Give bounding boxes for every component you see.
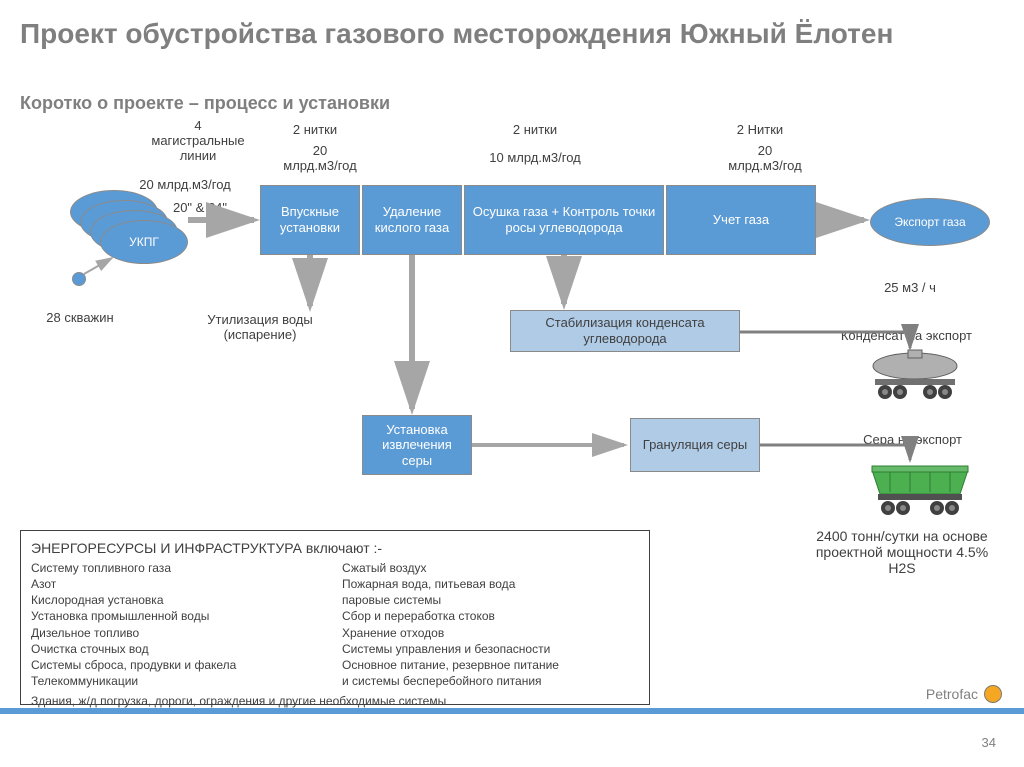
box-acid: Удаление кислого газа <box>362 185 462 255</box>
ukpg-node: УКПГ <box>100 220 188 264</box>
brand-text: Petrofac <box>926 686 978 702</box>
label-pipe: 20" & 24" <box>160 200 240 215</box>
page-number: 34 <box>982 735 996 750</box>
label-rate: 25 м3 / ч <box>850 280 970 295</box>
brand-icon <box>984 685 1002 703</box>
footer-line <box>0 708 1024 714</box>
label-t4a: 2 Нитки <box>720 122 800 137</box>
box-inlet: Впускные установки <box>260 185 360 255</box>
label-sulf-export: Сера на экспорт <box>802 432 962 447</box>
well-dot <box>72 272 86 286</box>
label-bottom-note: 2400 тонн/сутки на основе проектной мощн… <box>812 528 992 576</box>
label-cond-export: Конденсат на экспорт <box>802 328 972 343</box>
tank-railcar-icon <box>860 348 970 403</box>
box-dehydr: Осушка газа + Контроль точки росы углево… <box>464 185 664 255</box>
page-subtitle: Коротко о проекте – процесс и установки <box>20 93 390 114</box>
label-t3b: 10 млрд.м3/год <box>475 150 595 165</box>
info-title: ЭНЕРГОРЕСУРСЫ И ИНФРАСТРУКТУРА включают … <box>31 539 639 558</box>
green-railcar-icon <box>860 460 980 520</box>
label-t4b: 20 млрд.м3/год <box>720 143 810 173</box>
box-gran: Грануляция серы <box>630 418 760 472</box>
label-t2b: 20 млрд.м3/год <box>275 143 365 173</box>
label-cap: 20 млрд.м3/год <box>120 177 250 192</box>
box-stab: Стабилизация конденсата углеводорода <box>510 310 740 352</box>
label-water: Утилизация воды (испарение) <box>180 312 340 342</box>
label-mag-lines: 4 магистральные линии <box>148 118 248 163</box>
label-t2a: 2 нитки <box>275 122 355 137</box>
info-col-left: Систему топливного газа Азот Кислородная… <box>31 560 328 690</box>
ellipse-export: Экспорт газа <box>870 198 990 246</box>
label-wells: 28 скважин <box>20 310 140 325</box>
label-t3a: 2 нитки <box>495 122 575 137</box>
footer-brand: Petrofac <box>926 685 1002 703</box>
box-sru: Установка извлечения серы <box>362 415 472 475</box>
page-title: Проект обустройства газового месторожден… <box>20 18 980 50</box>
info-box: ЭНЕРГОРЕСУРСЫ И ИНФРАСТРУКТУРА включают … <box>20 530 650 705</box>
info-col-right: Сжатый воздух Пожарная вода, питьевая во… <box>342 560 639 690</box>
box-meter: Учет газа <box>666 185 816 255</box>
